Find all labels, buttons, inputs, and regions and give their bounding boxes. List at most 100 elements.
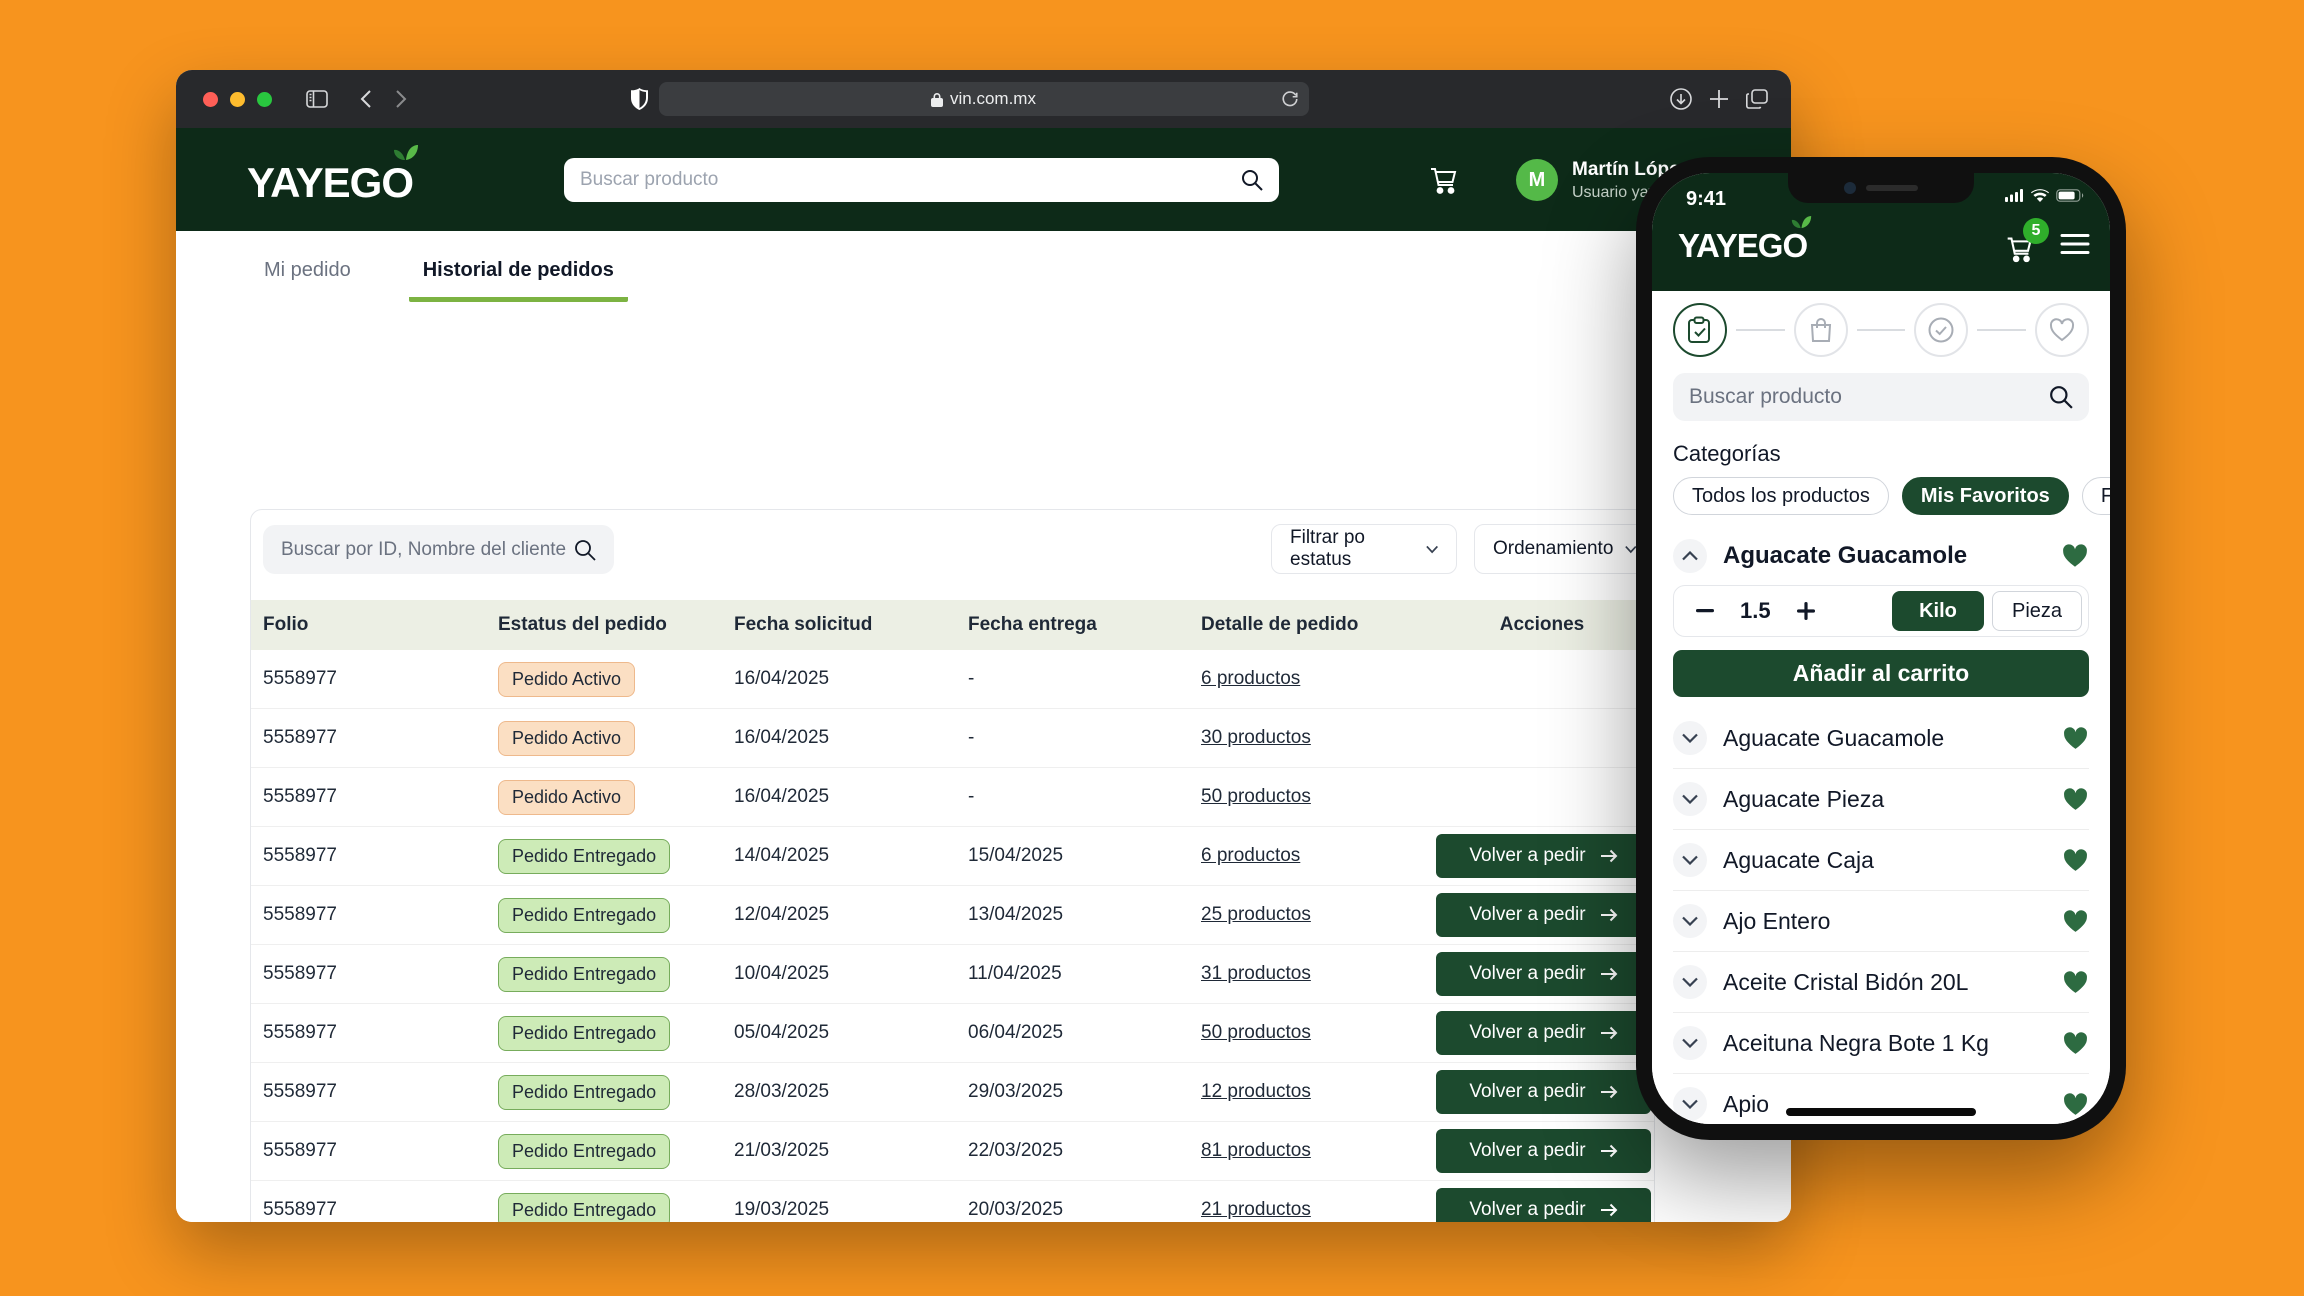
- order-detail-link[interactable]: 50 productos: [1201, 1022, 1311, 1043]
- list-item[interactable]: Ajo Entero: [1673, 891, 2089, 952]
- list-item[interactable]: Apio: [1673, 1074, 2089, 1124]
- favorite-heart-icon[interactable]: [2062, 970, 2089, 995]
- orders-search-placeholder: Buscar por ID, Nombre del cliente: [281, 538, 567, 560]
- sort-dropdown[interactable]: Ordenamiento: [1474, 524, 1656, 574]
- chevron-down-icon[interactable]: [1673, 965, 1707, 999]
- unit-kilo-button[interactable]: Kilo: [1892, 591, 1984, 631]
- unit-pieza-button[interactable]: Pieza: [1992, 591, 2082, 631]
- step-heart-icon[interactable]: [2035, 303, 2090, 357]
- chevron-down-icon: [1625, 545, 1637, 553]
- chip-frutas[interactable]: Frutas: [2081, 477, 2110, 515]
- orders-search-input[interactable]: Buscar por ID, Nombre del cliente: [263, 525, 614, 574]
- forward-icon[interactable]: [395, 89, 407, 109]
- browser-window: vin.com.mx YAYEGO Buscar producto: [176, 70, 1791, 1222]
- volver-a-pedir-button[interactable]: Volver a pedir: [1436, 1188, 1651, 1222]
- tab-mi-pedido[interactable]: Mi pedido: [264, 259, 351, 281]
- product-search-input[interactable]: Buscar producto: [564, 158, 1279, 202]
- volver-a-pedir-button[interactable]: Volver a pedir: [1436, 834, 1651, 878]
- yayego-logo[interactable]: YAYEGO: [1678, 216, 1812, 265]
- cart-icon[interactable]: [1425, 161, 1461, 202]
- status-badge: Pedido Entregado: [498, 897, 671, 933]
- volver-a-pedir-button[interactable]: Volver a pedir: [1436, 952, 1651, 996]
- chevron-down-icon[interactable]: [1673, 843, 1707, 877]
- lock-icon: [931, 92, 944, 107]
- order-detail-link[interactable]: 81 productos: [1201, 1140, 1311, 1161]
- chevron-down-icon[interactable]: [1673, 721, 1707, 755]
- favorite-heart-icon[interactable]: [2062, 726, 2089, 751]
- order-detail-link[interactable]: 30 productos: [1201, 727, 1311, 748]
- list-item[interactable]: Aguacate Caja: [1673, 830, 2089, 891]
- hamburger-menu-icon[interactable]: [2060, 233, 2090, 260]
- chevron-up-icon[interactable]: [1673, 539, 1707, 573]
- table-body: 5558977 Pedido Activo 16/04/2025 - 6 pro…: [251, 650, 1654, 1222]
- order-detail-link[interactable]: 25 productos: [1201, 904, 1311, 925]
- table-row: 5558977 Pedido Activo 16/04/2025 - 30 pr…: [251, 709, 1654, 768]
- volver-a-pedir-button[interactable]: Volver a pedir: [1436, 893, 1651, 937]
- chevron-down-icon[interactable]: [1673, 782, 1707, 816]
- favorite-heart-icon[interactable]: [2061, 543, 2089, 569]
- yayego-logo[interactable]: YAYEGO: [247, 145, 419, 207]
- avatar[interactable]: M: [1516, 159, 1558, 201]
- tab-overview-icon[interactable]: [1746, 89, 1768, 109]
- chevron-down-icon[interactable]: [1673, 1026, 1707, 1060]
- order-detail-link[interactable]: 6 productos: [1201, 668, 1301, 689]
- order-detail-link[interactable]: 21 productos: [1201, 1199, 1311, 1220]
- reload-icon[interactable]: [1281, 89, 1299, 114]
- tab-historial-de-pedidos[interactable]: Historial de pedidos: [408, 259, 628, 302]
- search-icon[interactable]: [574, 539, 596, 561]
- search-placeholder: Buscar producto: [1689, 385, 1842, 408]
- list-item[interactable]: Aguacate Guacamole: [1673, 708, 2089, 769]
- downloads-icon[interactable]: [1670, 88, 1692, 110]
- order-detail-link[interactable]: 31 productos: [1201, 963, 1311, 984]
- minimize-window-button[interactable]: [230, 92, 245, 107]
- volver-a-pedir-button[interactable]: Volver a pedir: [1436, 1129, 1651, 1173]
- close-window-button[interactable]: [203, 92, 218, 107]
- step-bag-icon[interactable]: [1793, 303, 1848, 357]
- step-check-icon[interactable]: [1914, 303, 1969, 357]
- filter-status-dropdown[interactable]: Filtrar po estatus: [1271, 524, 1457, 574]
- favorite-heart-icon[interactable]: [2062, 787, 2089, 812]
- back-icon[interactable]: [360, 89, 372, 109]
- address-bar[interactable]: vin.com.mx: [658, 82, 1309, 116]
- favorite-heart-icon[interactable]: [2062, 909, 2089, 934]
- chip-mis-favoritos[interactable]: Mis Favoritos: [1901, 477, 2069, 515]
- home-indicator[interactable]: [1786, 1108, 1976, 1116]
- chevron-down-icon[interactable]: [1673, 904, 1707, 938]
- favorite-heart-icon[interactable]: [2062, 1031, 2089, 1056]
- volver-a-pedir-button[interactable]: Volver a pedir: [1436, 1011, 1651, 1055]
- search-icon[interactable]: [1241, 169, 1263, 191]
- order-folio: 5558977: [263, 668, 337, 689]
- favorite-heart-icon[interactable]: [2062, 848, 2089, 873]
- col-acciones: Acciones: [1499, 614, 1585, 635]
- expanded-product-header: Aguacate Guacamole: [1673, 538, 2089, 574]
- search-icon[interactable]: [2049, 385, 2073, 409]
- site-header: YAYEGO Buscar producto M Martín López Us…: [176, 128, 1791, 231]
- cart-icon[interactable]: 5: [2002, 218, 2049, 270]
- add-to-cart-button[interactable]: Añadir al carrito: [1673, 650, 2089, 697]
- order-detail-link[interactable]: 12 productos: [1201, 1081, 1311, 1102]
- list-item[interactable]: Aceite Cristal Bidón 20L: [1673, 952, 2089, 1013]
- new-tab-icon[interactable]: [1709, 89, 1729, 109]
- product-search-input[interactable]: Buscar producto: [1673, 373, 2089, 421]
- chevron-down-icon[interactable]: [1673, 1087, 1707, 1121]
- order-detail-link[interactable]: 6 productos: [1201, 845, 1301, 866]
- browser-chrome: vin.com.mx: [176, 70, 1791, 128]
- order-detail-link[interactable]: 50 productos: [1201, 786, 1311, 807]
- privacy-shield-icon[interactable]: [631, 88, 648, 110]
- list-item[interactable]: Aceituna Negra Bote 1 Kg: [1673, 1013, 2089, 1074]
- sidebar-icon[interactable]: [306, 90, 328, 108]
- product-name: Ajo Entero: [1723, 907, 1831, 934]
- leaf-icon: [394, 145, 419, 160]
- arrow-right-icon: [1600, 1203, 1618, 1217]
- volver-a-pedir-button[interactable]: Volver a pedir: [1436, 1070, 1651, 1114]
- favorite-heart-icon[interactable]: [2062, 1092, 2089, 1117]
- step-order-icon[interactable]: [1673, 303, 1727, 357]
- product-name: Aguacate Pieza: [1723, 785, 1885, 812]
- status-badge: Pedido Entregado: [498, 1192, 671, 1222]
- zoom-window-button[interactable]: [257, 92, 272, 107]
- window-controls[interactable]: [203, 92, 272, 107]
- minus-icon[interactable]: [1696, 609, 1714, 613]
- list-item[interactable]: Aguacate Pieza: [1673, 769, 2089, 830]
- chip-todos-los-productos[interactable]: Todos los productos: [1673, 477, 1889, 515]
- plus-icon[interactable]: [1796, 602, 1815, 620]
